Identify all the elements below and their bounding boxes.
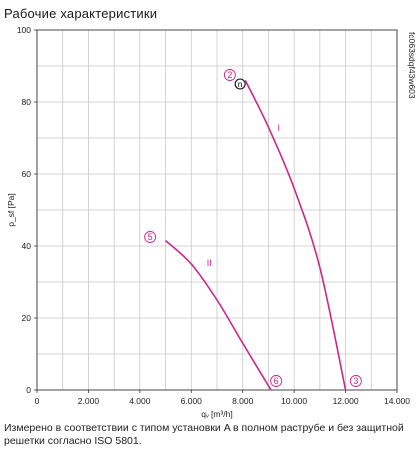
x-tick-label: 0 [35,396,40,406]
series-label-1: I [277,123,280,133]
chart-title: Рабочие характеристики [4,6,158,21]
point-marker [349,375,362,387]
point-marker [144,231,157,243]
series-label-2: II [207,258,212,268]
y-tick-label: 80 [22,97,32,107]
series-line-2 [165,240,272,391]
series-line-1 [244,80,347,391]
series [165,80,347,391]
y-tick-label: 40 [22,241,32,251]
point-label: 6 [274,376,279,386]
x-tick-label: 10.000 [281,396,307,406]
y-tick-label: 20 [22,313,32,323]
x-tick-label: 4.000 [129,396,151,406]
point-marker [223,69,236,81]
grid [37,30,397,390]
plot-frame [36,29,398,391]
x-tick-label: 2.000 [78,396,100,406]
x-tick-label: 12.000 [333,396,359,406]
y-tick-label: 0 [26,385,31,395]
x-tick-label: 14.000 [384,396,410,406]
point-marker [270,375,283,387]
point-label: 2 [227,70,232,80]
x-axis-label: qᵥ [m³/h] [201,409,233,419]
footnote: Измерено в соответствии с типом установк… [4,422,404,447]
x-tick-label: 8.000 [232,396,254,406]
side-code: fc063sdqf43w603 [407,32,416,99]
y-axis-label: p_sf [Pa] [6,193,16,227]
operating-point-marker [234,78,246,90]
x-tick-label: 6.000 [181,396,203,406]
point-label: 5 [148,232,153,242]
ticks: 0 2.000 4.000 6.000 8.000 10.000 12.000 14.000 0… [17,25,410,406]
operating-point-label: n [238,79,243,89]
axes [36,29,398,391]
y-tick-label: 60 [22,169,32,179]
y-tick-label: 100 [17,25,31,35]
point-label: 3 [353,376,358,386]
